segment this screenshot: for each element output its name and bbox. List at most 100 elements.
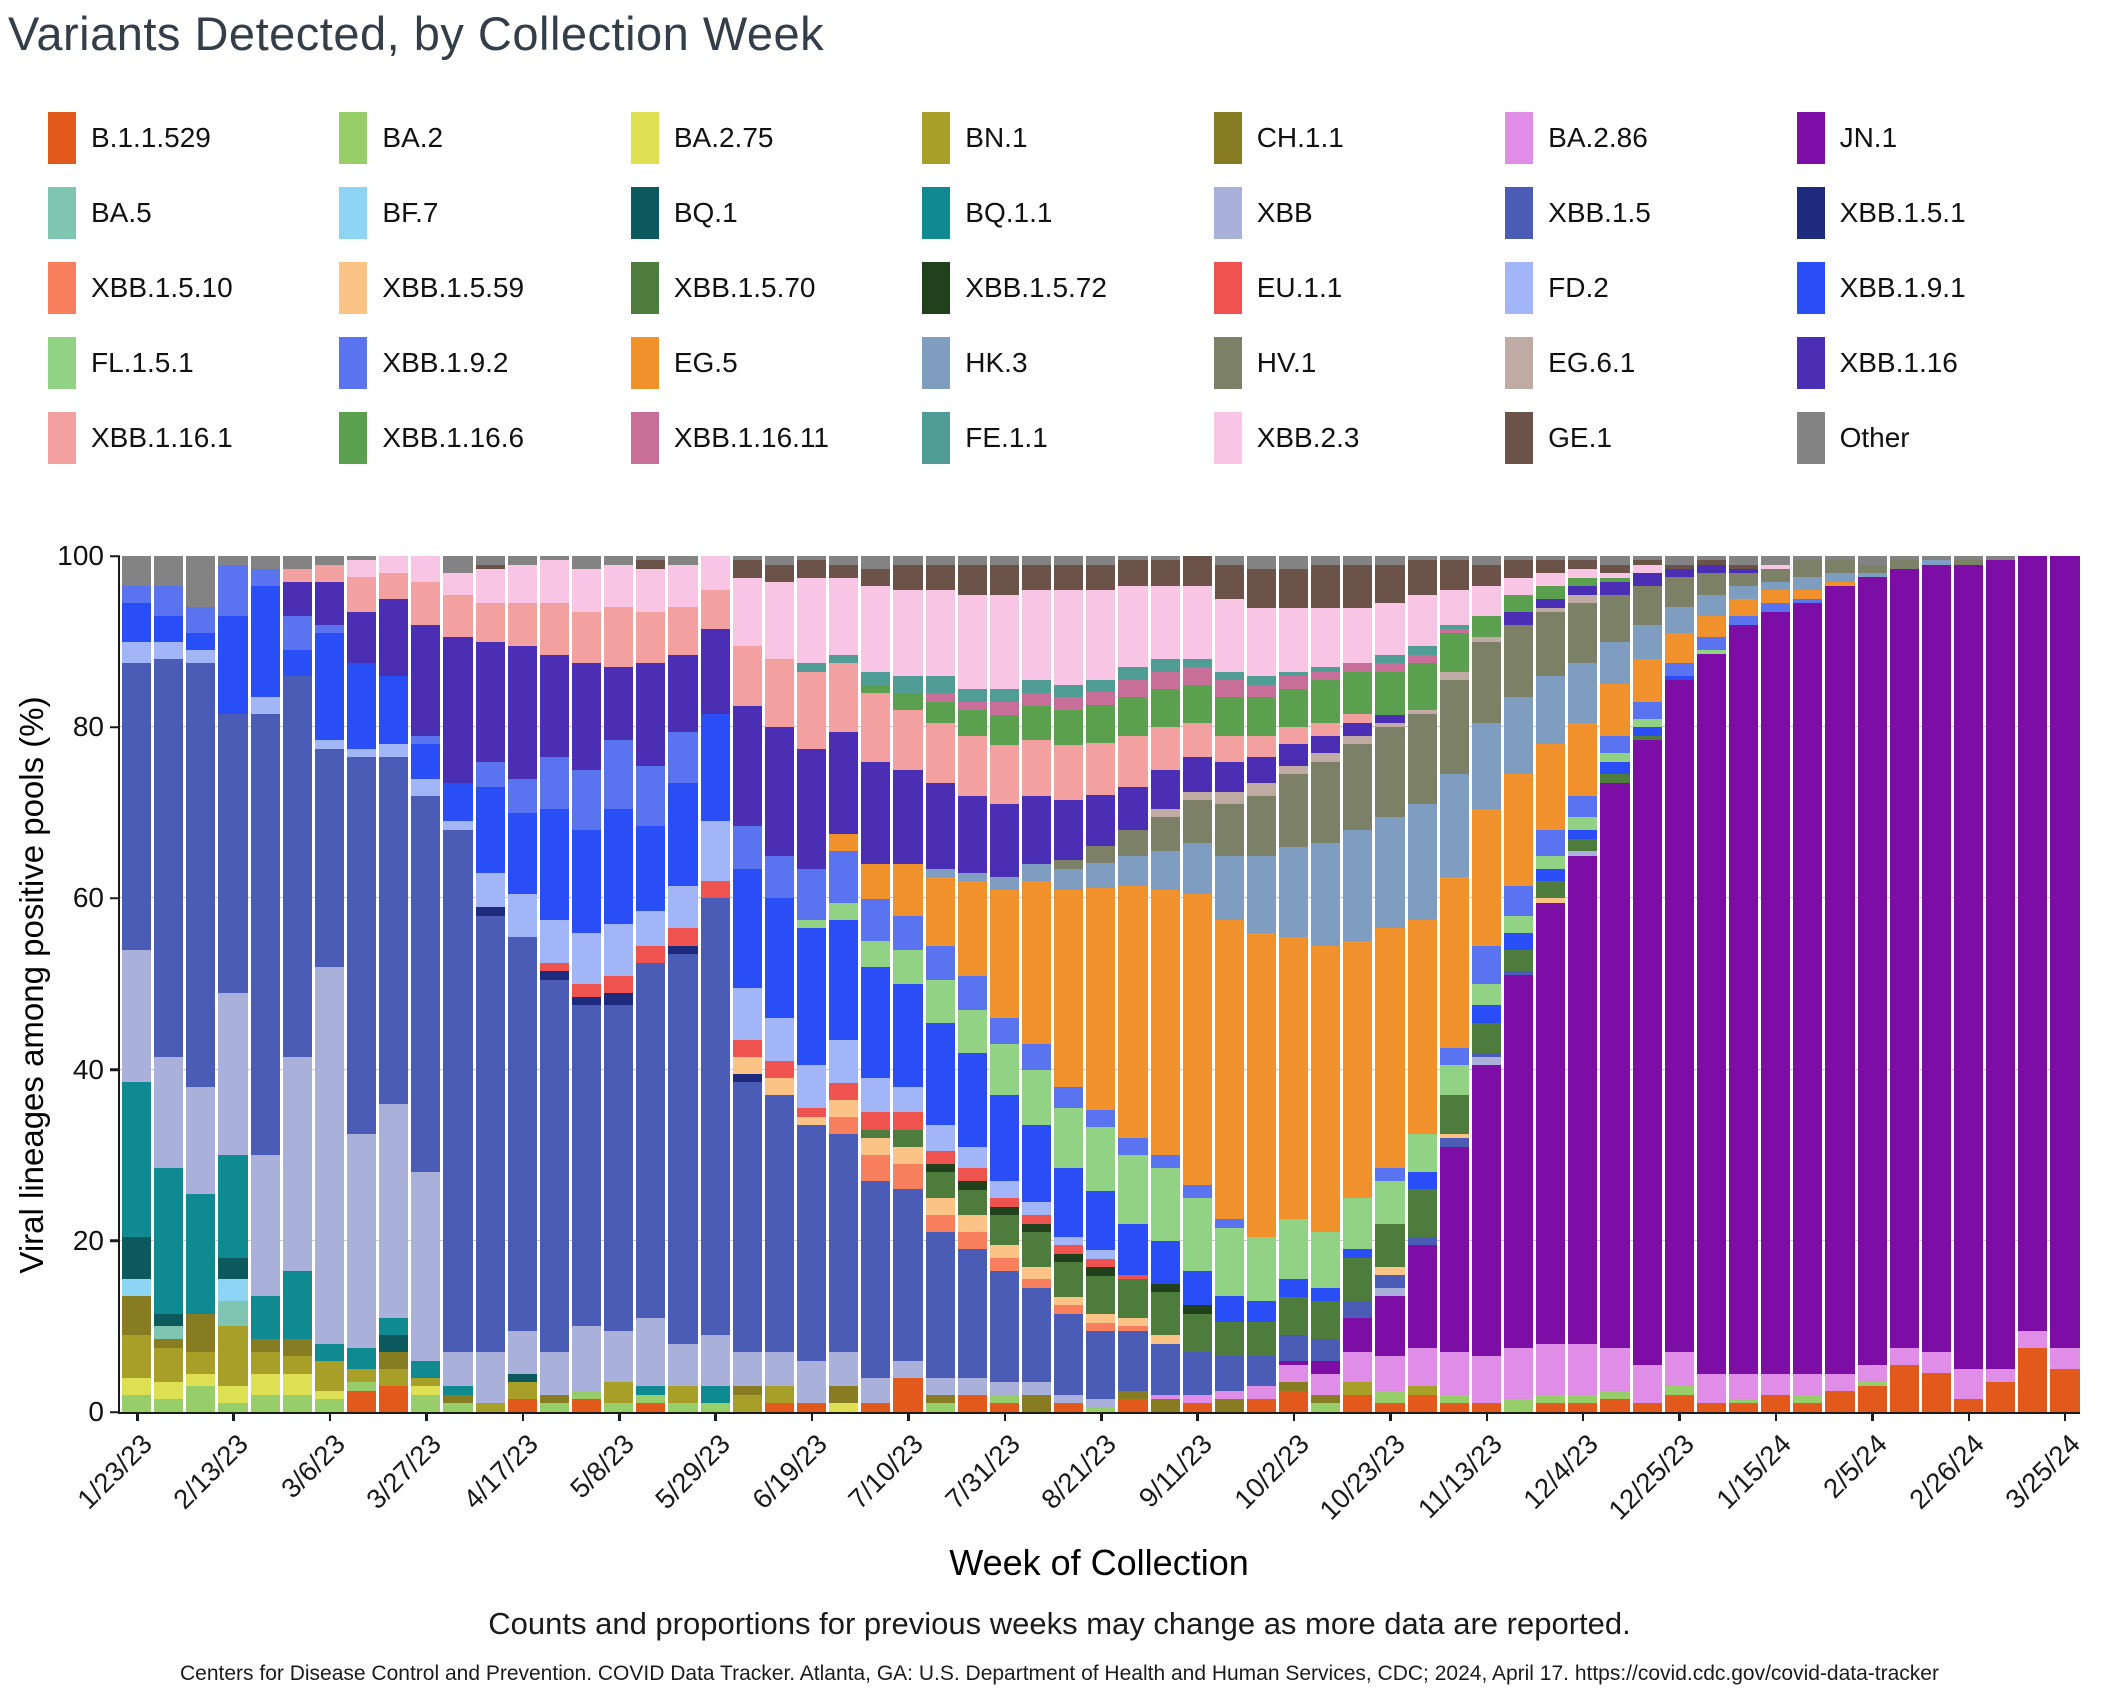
bar-segment[interactable]	[250, 714, 280, 1156]
bar-segment[interactable]	[989, 1257, 1019, 1271]
bar-segment[interactable]	[861, 941, 891, 967]
bar[interactable]	[1954, 556, 1984, 1412]
bar-segment[interactable]	[1279, 607, 1309, 672]
bar-segment[interactable]	[764, 1386, 794, 1404]
bar-segment[interactable]	[1504, 971, 1534, 976]
bar-segment[interactable]	[218, 1386, 248, 1404]
bar-segment[interactable]	[700, 881, 730, 899]
bar-segment[interactable]	[1214, 564, 1244, 599]
bar[interactable]	[475, 556, 505, 1412]
bar-segment[interactable]	[1439, 633, 1469, 672]
bar-segment[interactable]	[636, 556, 666, 561]
bar-segment[interactable]	[1021, 795, 1052, 865]
bar-segment[interactable]	[1150, 671, 1180, 689]
bar-segment[interactable]	[893, 1189, 923, 1361]
bar-segment[interactable]	[1536, 830, 1566, 856]
bar-segment[interactable]	[1086, 862, 1116, 889]
bar-segment[interactable]	[1407, 919, 1437, 1134]
bar-segment[interactable]	[1054, 1262, 1084, 1297]
bar-segment[interactable]	[1021, 1125, 1052, 1203]
bar-segment[interactable]	[1439, 680, 1469, 775]
bar-segment[interactable]	[732, 1056, 762, 1074]
bar-segment[interactable]	[122, 556, 152, 587]
bar-segment[interactable]	[925, 1151, 955, 1164]
bar-segment[interactable]	[1600, 1399, 1630, 1412]
bar-segment[interactable]	[893, 590, 923, 676]
bar-segment[interactable]	[1118, 586, 1148, 668]
bar-segment[interactable]	[1246, 1322, 1277, 1357]
bar-segment[interactable]	[218, 1279, 248, 1301]
bar-segment[interactable]	[925, 1198, 955, 1216]
bar-segment[interactable]	[1761, 1394, 1791, 1412]
bar-segment[interactable]	[154, 1056, 184, 1169]
bar-segment[interactable]	[1021, 680, 1052, 694]
legend-item-JN.1[interactable]: JN.1	[1796, 112, 2078, 164]
bar-segment[interactable]	[443, 829, 473, 1353]
bar-segment[interactable]	[1536, 868, 1566, 882]
bar-segment[interactable]	[1182, 1198, 1212, 1271]
bar-segment[interactable]	[507, 936, 537, 1331]
bar-segment[interactable]	[636, 962, 666, 1318]
bar-segment[interactable]	[1118, 1326, 1148, 1331]
bar-segment[interactable]	[1664, 663, 1694, 676]
bar-segment[interactable]	[829, 902, 859, 920]
bar-segment[interactable]	[796, 1116, 827, 1126]
bar-segment[interactable]	[829, 1082, 859, 1100]
bar-segment[interactable]	[1632, 658, 1662, 702]
bar-segment[interactable]	[1086, 1250, 1116, 1259]
bar-segment[interactable]	[379, 1386, 409, 1412]
bar-segment[interactable]	[1150, 1343, 1180, 1395]
bar-segment[interactable]	[346, 663, 377, 749]
bar-segment[interactable]	[1150, 770, 1180, 809]
bar-segment[interactable]	[411, 1377, 441, 1387]
bar-segment[interactable]	[764, 1061, 794, 1079]
bar-segment[interactable]	[571, 556, 602, 569]
bar-segment[interactable]	[1407, 1133, 1437, 1173]
bar-segment[interactable]	[1214, 1399, 1244, 1412]
bar-segment[interactable]	[1054, 868, 1084, 890]
bar-segment[interactable]	[1664, 1386, 1694, 1395]
bar-segment[interactable]	[314, 1343, 344, 1361]
bar-segment[interactable]	[604, 924, 634, 976]
bar-segment[interactable]	[571, 1399, 602, 1412]
bar-segment[interactable]	[1664, 1352, 1694, 1387]
bar-segment[interactable]	[893, 770, 923, 865]
bar-segment[interactable]	[1536, 586, 1566, 599]
legend-item-XBB.1.16.6[interactable]: XBB.1.16.6	[339, 412, 620, 464]
bar-segment[interactable]	[1118, 1330, 1148, 1391]
bar-segment[interactable]	[1696, 650, 1727, 655]
bar-segment[interactable]	[1986, 560, 2016, 1370]
bar-segment[interactable]	[1150, 1394, 1180, 1400]
bar[interactable]	[250, 556, 280, 1412]
bar-segment[interactable]	[507, 556, 537, 565]
bar-segment[interactable]	[1632, 624, 1662, 659]
bar-segment[interactable]	[1118, 680, 1148, 698]
bar-segment[interactable]	[1568, 556, 1598, 561]
bar-segment[interactable]	[957, 1249, 987, 1378]
bar-segment[interactable]	[218, 1300, 248, 1327]
bar[interactable]	[700, 556, 730, 1412]
bar-segment[interactable]	[218, 992, 248, 1156]
bar-segment[interactable]	[1375, 1223, 1405, 1267]
bar-segment[interactable]	[218, 714, 248, 993]
bar-segment[interactable]	[250, 568, 280, 587]
bar-segment[interactable]	[1568, 577, 1598, 587]
legend-item-XBB.1.16.11[interactable]: XBB.1.16.11	[630, 412, 912, 464]
bar-segment[interactable]	[1407, 560, 1437, 595]
bar[interactable]	[1729, 556, 1759, 1412]
bar-segment[interactable]	[700, 556, 730, 591]
bar-segment[interactable]	[1279, 765, 1309, 775]
bar-segment[interactable]	[1986, 1382, 2016, 1412]
bar-segment[interactable]	[764, 556, 794, 565]
bar-segment[interactable]	[1118, 697, 1148, 736]
bar-segment[interactable]	[957, 735, 987, 796]
bar-segment[interactable]	[796, 1403, 827, 1412]
bar-segment[interactable]	[957, 1215, 987, 1233]
bar-segment[interactable]	[1118, 1223, 1148, 1276]
bar-segment[interactable]	[1439, 624, 1469, 629]
bar-segment[interactable]	[1471, 945, 1502, 985]
bar-segment[interactable]	[1632, 564, 1662, 574]
bar-segment[interactable]	[539, 603, 569, 655]
bar-segment[interactable]	[1246, 735, 1277, 758]
bar-segment[interactable]	[1311, 1373, 1341, 1395]
